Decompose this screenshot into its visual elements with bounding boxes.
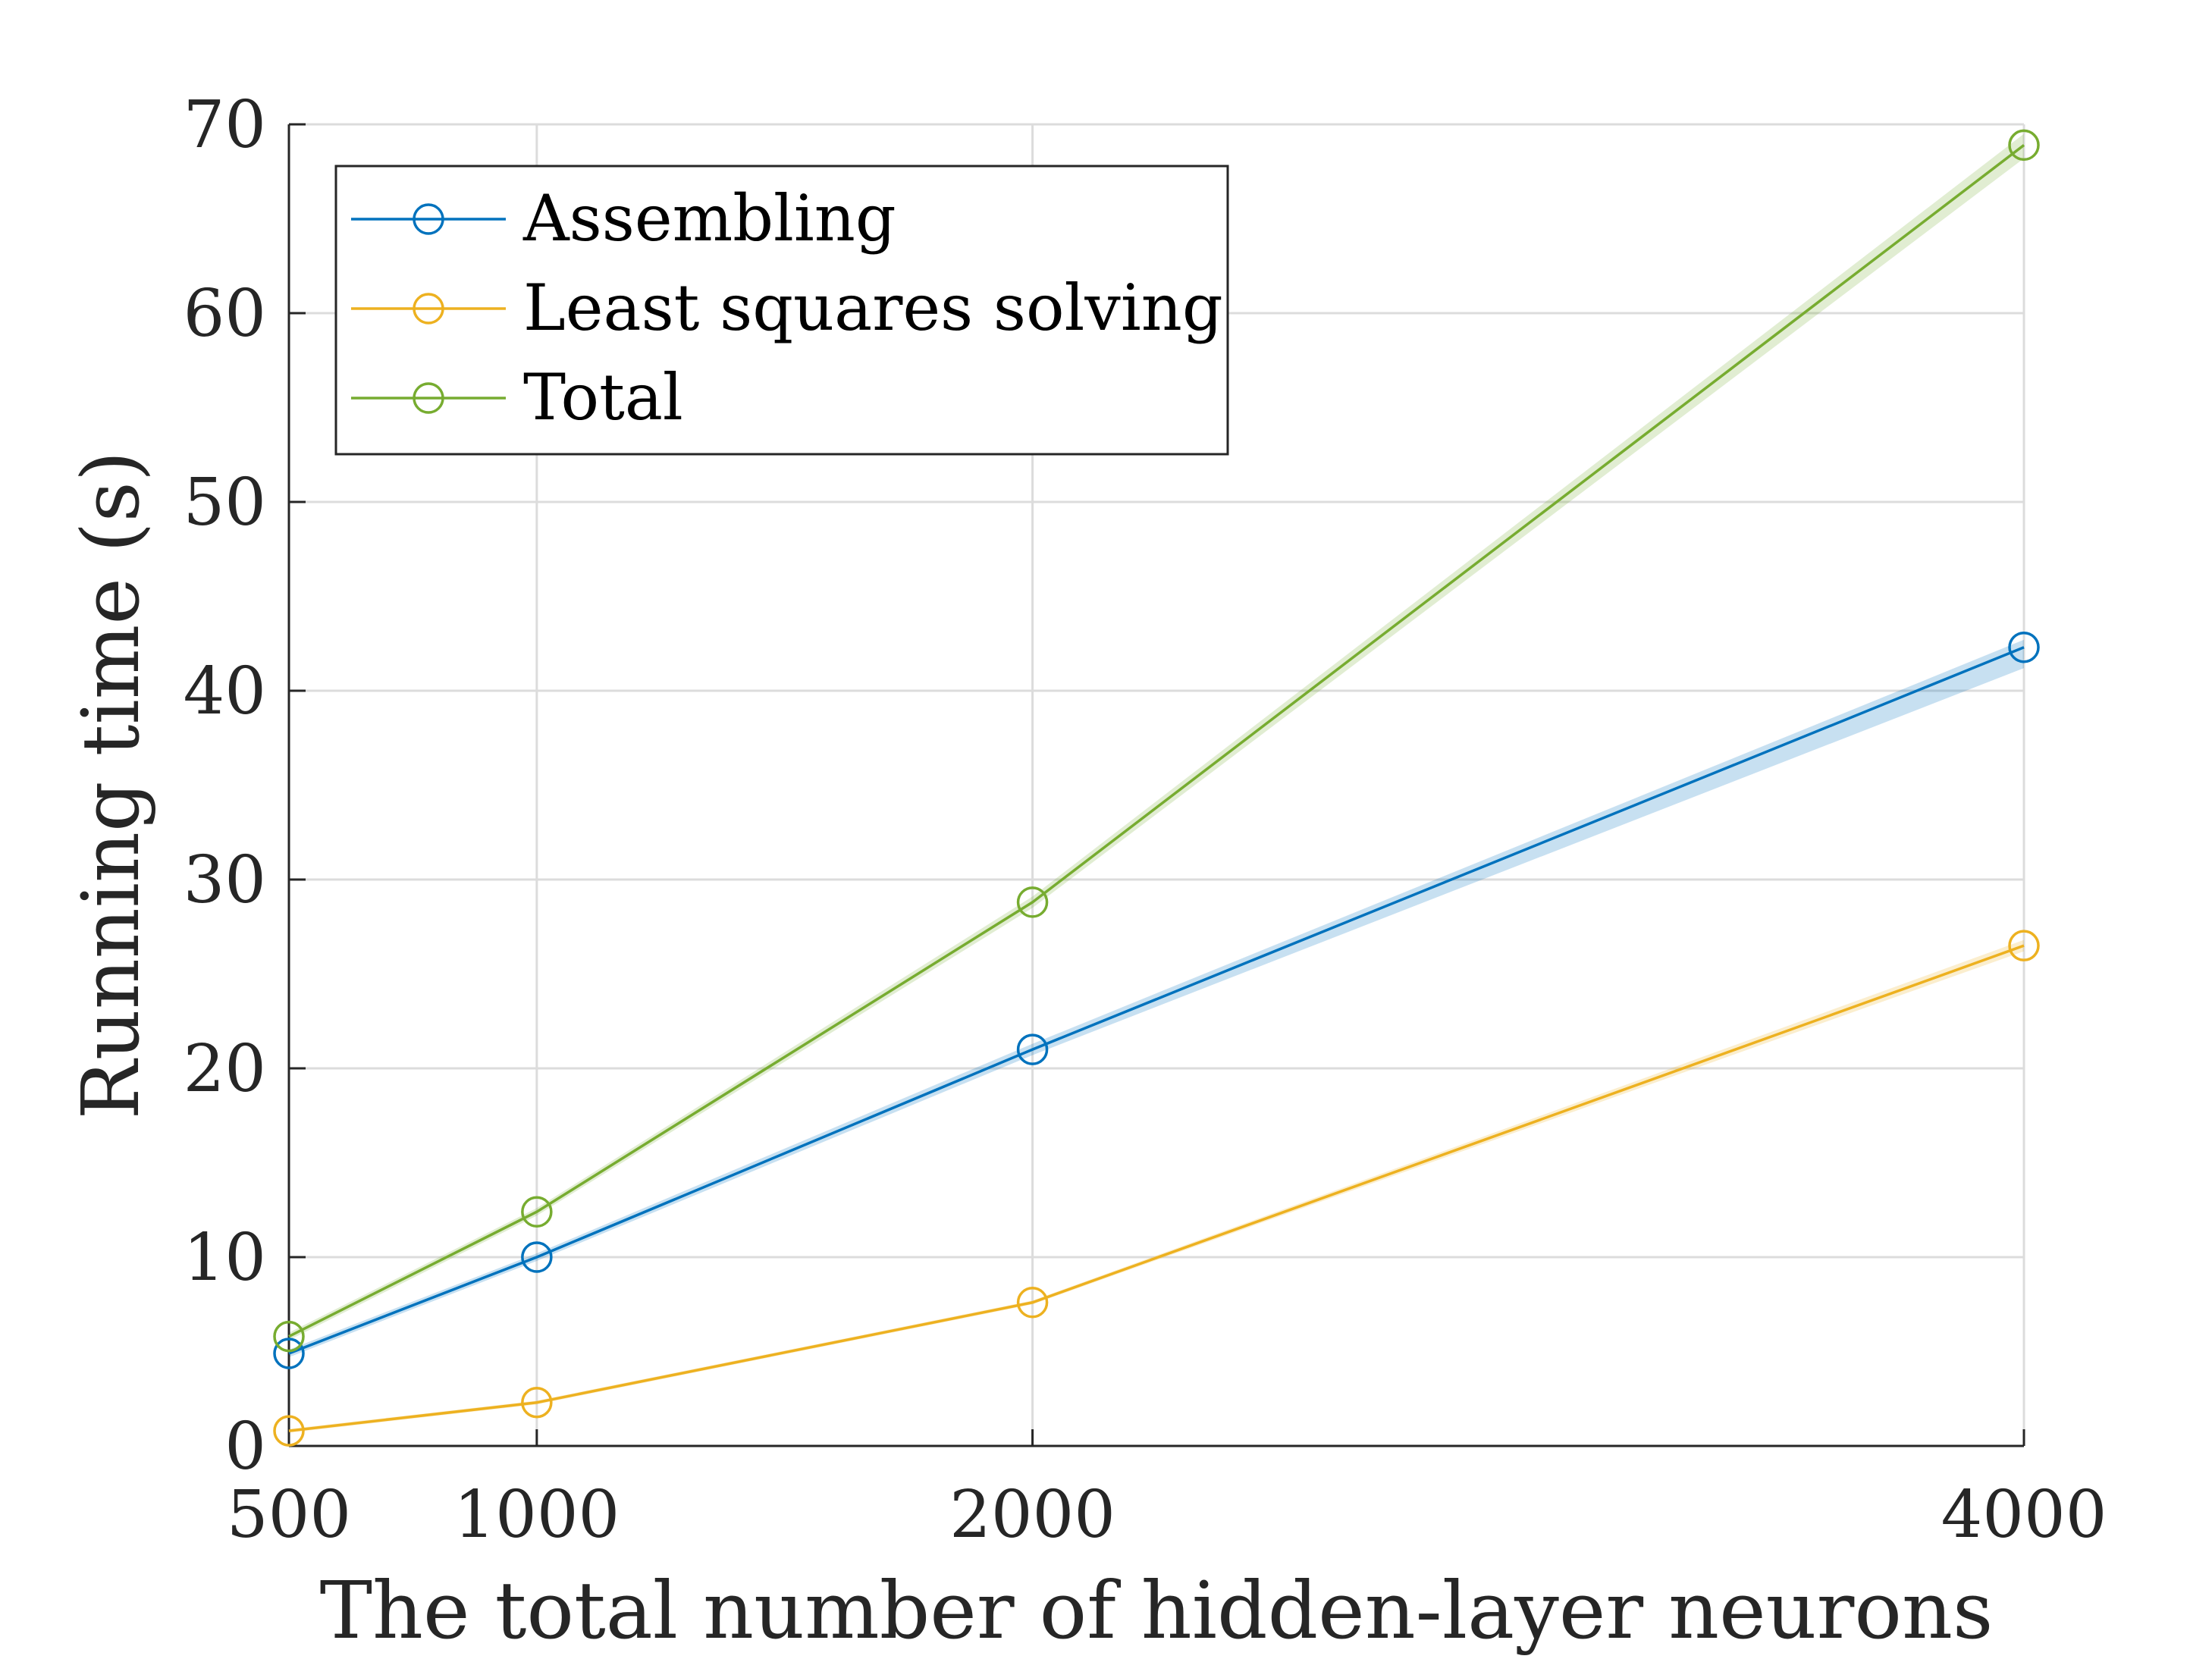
y-tick-label: 20 — [184, 1031, 266, 1107]
data-point — [2008, 930, 2040, 961]
x-axis-title: The total number of hidden-layer neurons — [320, 1564, 1994, 1657]
data-point — [273, 1338, 305, 1369]
data-point — [521, 1196, 553, 1228]
data-point — [521, 1386, 553, 1419]
data-point — [1016, 886, 1049, 918]
y-axis-title: Running time (s) — [64, 451, 157, 1120]
series-line-0 — [288, 646, 2025, 1355]
y-tick-label: 50 — [184, 465, 266, 541]
data-point — [521, 1241, 553, 1273]
x-tick-label: 1000 — [453, 1477, 620, 1553]
data-point — [273, 1415, 305, 1447]
legend-label-1: Least squares solving — [523, 271, 1223, 345]
y-tick-label: 10 — [184, 1220, 266, 1296]
legend-label-2: Total — [523, 360, 683, 434]
y-tick-label: 30 — [184, 842, 266, 918]
confidence-band-1 — [289, 939, 2024, 1433]
y-tick-label: 0 — [224, 1409, 266, 1485]
legend-box — [334, 165, 1229, 456]
x-tick-label: 2000 — [949, 1477, 1115, 1553]
y-tick-label: 70 — [184, 87, 266, 163]
legend-marker-2 — [413, 382, 444, 414]
x-tick-label: 500 — [227, 1477, 351, 1553]
legend: Assembling Least squares solving Total — [334, 165, 1229, 456]
tick-labels: 0 10 20 30 40 50 60 70 500 1000 2000 4000 — [184, 87, 2107, 1553]
data-point — [1016, 1033, 1049, 1065]
legend-marker-0 — [413, 203, 444, 235]
series-lines — [273, 129, 2040, 1447]
series-line-1 — [288, 944, 2025, 1432]
axes — [287, 123, 2025, 1447]
series-line-2 — [288, 143, 2025, 1338]
legend-marker-1 — [413, 293, 444, 325]
legend-label-0: Assembling — [522, 181, 896, 256]
y-tick-label: 60 — [184, 276, 266, 352]
y-tick-label: 40 — [184, 654, 266, 729]
data-point — [1016, 1287, 1049, 1319]
data-point — [2008, 631, 2040, 663]
x-tick-label: 4000 — [1941, 1477, 2107, 1553]
data-point — [273, 1320, 305, 1353]
data-point — [2008, 129, 2040, 162]
